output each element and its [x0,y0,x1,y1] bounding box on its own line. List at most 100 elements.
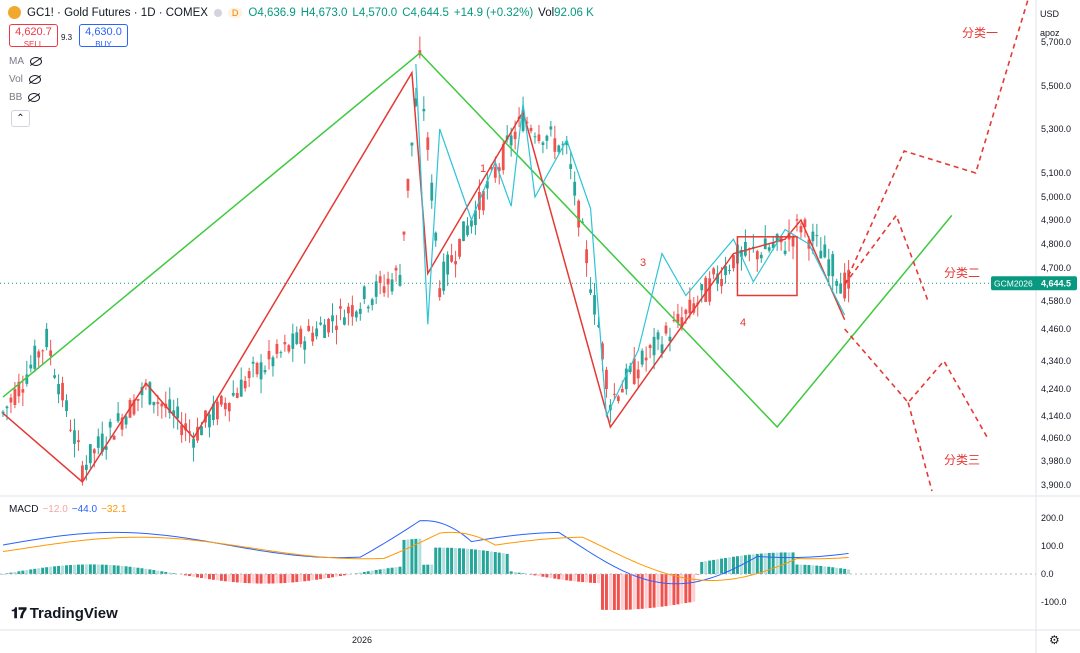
candle-body [331,315,334,322]
candle-body [839,283,843,294]
candle-body [763,238,767,250]
macd-histogram-bar [481,550,485,574]
hidden-eye-icon[interactable] [28,93,41,102]
currency-selector[interactable]: USD [1040,9,1060,19]
macd-histogram-bar [65,565,69,574]
macd-histogram-bar [172,573,176,574]
candle-body [73,430,76,444]
candle-body [541,142,545,145]
ohlc-readout: O4,636.9 H4,673.0 L4,570.0 C4,644.5 +14.… [248,7,593,19]
candle-body [271,357,275,367]
candle-body [323,324,326,338]
candle-body [823,244,827,258]
macd-histogram-bar [108,565,112,574]
macd-histogram-bar [45,567,49,574]
candle-body [755,251,759,260]
macd-histogram-bar [557,574,561,580]
settings-gear-icon[interactable]: ⚙ [1049,633,1060,647]
macd-histogram-bar [446,547,450,574]
price-tick-label: 5,700.0 [1041,37,1071,47]
macd-histogram-bar [771,552,775,574]
macd-histogram-bar [263,574,267,584]
candle-body [196,426,199,441]
candle-body [795,219,799,221]
candle-body [45,328,49,348]
candle-body [573,181,577,196]
macd-histogram-bar [636,574,640,610]
macd-histogram-bar [688,574,692,603]
axis-mode[interactable]: apoz [1040,28,1060,38]
macd-histogram-bar [215,574,219,581]
candle-body [815,235,819,237]
macd-histogram-bar [815,565,819,574]
candle-body [1,411,5,414]
macd-histogram-bar [342,574,346,576]
macd-histogram-bar [239,574,243,583]
candle-body [481,191,485,211]
candle-body [81,465,84,481]
macd-histogram-bar [72,564,76,574]
macd-histogram-bar [196,574,200,578]
macd-histogram-bar [120,565,124,574]
indicator-ma[interactable]: MA [9,56,42,67]
candle-body [382,286,386,293]
macd-histogram-bar [497,552,501,574]
candle-body [474,210,477,226]
label-wave-one: 分类一 [962,26,998,40]
candle-body [632,358,636,384]
candle-body [219,395,223,405]
macd-histogram-bar [612,574,616,610]
candle-body [88,444,92,464]
candle-body [394,267,398,271]
hidden-eye-icon[interactable] [30,57,42,66]
price-tick-label: 4,800.0 [1041,239,1071,249]
collapse-indicators-button[interactable]: ⌃ [11,110,30,127]
candle-body [636,369,640,379]
candle-body [291,333,295,349]
macd-histogram-bar [517,572,521,574]
macd-histogram-bar [454,547,458,574]
candle-body [386,278,390,285]
macd-histogram-bar [458,548,462,574]
candle-body [664,325,668,334]
cyan-swing-line [415,63,846,419]
macd-histogram-bar [84,564,88,574]
candle-body [446,254,450,275]
macd-tick-label: 200.0 [1041,513,1064,523]
macd-histogram-bar [144,568,148,574]
macd-histogram-bar [462,548,466,574]
price-tick-label: 4,700.0 [1041,263,1071,273]
tradingview-logo[interactable]: 𝟏𝟕 TradingView [11,605,118,622]
macd-histogram-bar [751,554,755,574]
price-tick-label: 5,300.0 [1041,124,1071,134]
candle-body [116,413,120,422]
macd-histogram-bar [541,574,545,577]
symbol-title[interactable]: GC1! · Gold Futures · 1D · COMEX [27,6,208,19]
macd-histogram-bar [533,574,537,576]
macd-histogram-bar [553,574,557,579]
candle-body [485,181,489,189]
candle-body [720,278,723,287]
candle-body [156,402,160,404]
buy-button[interactable]: 4,630.0 BUY [79,24,128,49]
hidden-eye-icon[interactable] [28,75,41,84]
candle-body [275,344,279,354]
macd-label: MACD [9,504,39,515]
candle-body [819,250,823,259]
price-tick-label: 4,240.0 [1041,384,1071,394]
candle-body [251,361,255,364]
candle-body [640,350,644,365]
indicator-vol[interactable]: Vol [9,74,41,85]
candle-body [374,281,378,297]
macd-histogram-bar [394,567,398,574]
macd-histogram-bar [632,574,636,610]
macd-histogram-bar [13,571,17,574]
sell-button[interactable]: 4,620.7 SELL [9,24,58,49]
candle-body [529,127,533,132]
macd-histogram-bar [600,574,604,610]
macd-histogram-bar [795,564,799,574]
indicator-bb[interactable]: BB [9,92,41,103]
macd-histogram-bar [593,574,597,584]
macd-histogram-bar [608,574,612,610]
